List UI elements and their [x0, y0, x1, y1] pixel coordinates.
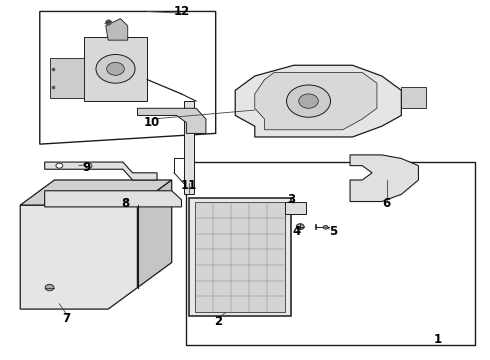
Circle shape: [85, 163, 92, 168]
Polygon shape: [49, 58, 84, 98]
Text: 1: 1: [434, 333, 442, 346]
Polygon shape: [195, 202, 285, 312]
Polygon shape: [285, 202, 306, 214]
Text: 2: 2: [214, 315, 222, 328]
Circle shape: [299, 94, 318, 108]
Text: 11: 11: [181, 179, 197, 192]
Text: 8: 8: [121, 197, 129, 210]
Circle shape: [323, 226, 328, 229]
Polygon shape: [106, 19, 128, 40]
Polygon shape: [184, 101, 194, 194]
Text: 4: 4: [292, 225, 300, 238]
Polygon shape: [235, 65, 401, 137]
Circle shape: [45, 284, 54, 291]
Text: 10: 10: [144, 116, 160, 129]
Polygon shape: [138, 108, 206, 134]
Text: 12: 12: [173, 5, 190, 18]
Circle shape: [287, 85, 331, 117]
Polygon shape: [138, 180, 172, 288]
Circle shape: [56, 163, 63, 168]
Text: 6: 6: [383, 197, 391, 210]
Polygon shape: [45, 162, 157, 180]
Polygon shape: [20, 180, 172, 205]
Polygon shape: [45, 191, 181, 207]
Text: 7: 7: [63, 311, 71, 325]
Circle shape: [96, 54, 135, 83]
Polygon shape: [186, 162, 475, 345]
Polygon shape: [189, 198, 292, 316]
Polygon shape: [84, 37, 147, 101]
Text: 5: 5: [329, 225, 337, 238]
Circle shape: [107, 62, 124, 75]
Polygon shape: [40, 12, 216, 144]
Circle shape: [296, 224, 304, 229]
Polygon shape: [20, 205, 138, 309]
Polygon shape: [350, 155, 418, 202]
Text: 3: 3: [287, 193, 295, 206]
Text: 9: 9: [82, 161, 90, 174]
Polygon shape: [401, 87, 426, 108]
Polygon shape: [255, 72, 377, 130]
